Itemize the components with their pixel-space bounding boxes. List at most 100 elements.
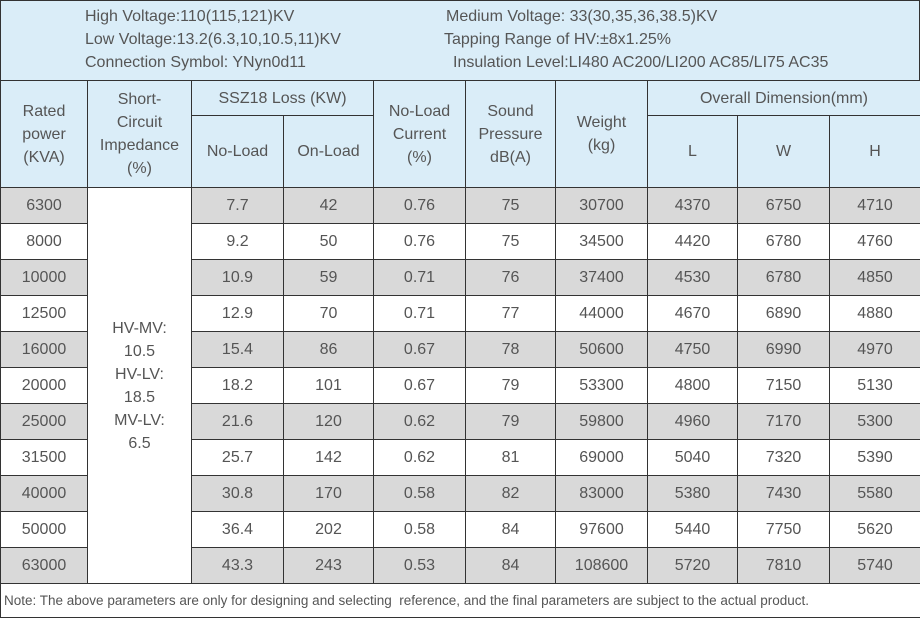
table-cell: 42	[283, 187, 374, 224]
table-row: 63000 43.3 243 0.53 84 108600 5720 7810 5740	[0, 547, 920, 584]
table-cell: 44000	[555, 295, 648, 332]
table-cell: 7430	[737, 475, 830, 512]
text-line: HV-MV:	[112, 319, 167, 337]
header-cell: SSZ18 Loss (KW)	[191, 80, 374, 116]
table-cell: 243	[283, 547, 374, 584]
text-line: 6.5	[128, 434, 151, 452]
text-line: 10.5	[123, 342, 156, 360]
table-cell: 5740	[829, 547, 920, 584]
table-cell: 21.6	[191, 403, 284, 440]
table-row: 6300 HV-MV: 10.5 HV-LV: 18.5 MV-LV: 6.5 7.7 42 0.…	[0, 187, 920, 584]
info-panel: High Voltage:110(115,121)KV Low Voltage:…	[0, 0, 920, 80]
text-line: (%)	[127, 160, 152, 177]
table-cell: 36.4	[191, 511, 284, 548]
table-cell: 202	[283, 511, 374, 548]
text-line: Circuit	[116, 114, 163, 131]
table-cell: 81	[465, 439, 556, 476]
table-cell: 75	[465, 187, 556, 224]
table-cell: 0.76	[373, 223, 466, 260]
table-cell: 4800	[647, 367, 738, 404]
table-cell: 108600	[555, 547, 648, 584]
note-row: Note: The above parameters are only for …	[0, 583, 920, 618]
table-cell: 69000	[555, 439, 648, 476]
text-line: 18.5	[123, 388, 156, 406]
table-cell: 9.2	[191, 223, 284, 260]
table-cell: 4880	[829, 295, 920, 332]
table-cell: 0.71	[373, 295, 466, 332]
table-cell: 30700	[555, 187, 648, 224]
table-cell: 4420	[647, 223, 738, 260]
table-cell: 6750	[737, 187, 830, 224]
table-cell: 78	[465, 331, 556, 368]
table-cell: 4760	[829, 223, 920, 260]
impedance-cell: HV-MV: 10.5 HV-LV: 18.5 MV-LV: 6.5	[87, 187, 192, 584]
table-cell: 4850	[829, 259, 920, 296]
table-cell: 6780	[737, 223, 830, 260]
table-cell: 70	[283, 295, 374, 332]
header-cell: Rated power (KVA)	[0, 80, 88, 188]
table-cell: 30.8	[191, 475, 284, 512]
text-line: power	[22, 125, 66, 143]
text-line: MV-LV:	[114, 411, 165, 429]
table-cell: 4750	[647, 331, 738, 368]
table-cell: 0.76	[373, 187, 466, 224]
header-cell: W	[737, 115, 830, 188]
table-cell: 170	[283, 475, 374, 512]
header-cell: Overall Dimension(mm)	[647, 80, 920, 116]
table-cell: 5580	[829, 475, 920, 512]
header-cell: Short- Circuit Impedance (%)	[87, 80, 192, 188]
table-cell: 63000	[0, 547, 88, 584]
table-cell: 6890	[737, 295, 830, 332]
table-cell: 7750	[737, 511, 830, 548]
header-cell: No-Load Current (%)	[373, 80, 466, 188]
table-cell: 142	[283, 439, 374, 476]
table-row: 31500 25.7 142 0.62 81 69000 5040 7320 5390	[0, 439, 920, 476]
table-cell: 0.71	[373, 259, 466, 296]
table-cell: 37400	[555, 259, 648, 296]
table-cell: 76	[465, 259, 556, 296]
table-cell: 79	[465, 403, 556, 440]
table-cell: 15.4	[191, 331, 284, 368]
table-cell: 79	[465, 367, 556, 404]
table-cell: 6300	[0, 187, 88, 224]
spec-table: Rated power (KVA) Short- Circuit Impedance (%…	[0, 80, 920, 618]
table-cell: 120	[283, 403, 374, 440]
table-cell: 59	[283, 259, 374, 296]
table-cell: 5130	[829, 367, 920, 404]
table-cell: 77	[465, 295, 556, 332]
table-cell: 59800	[555, 403, 648, 440]
info-text: Connection Symbol: YNyn0d11	[85, 54, 306, 71]
table-cell: 53300	[555, 367, 648, 404]
table-cell: 101	[283, 367, 374, 404]
table-cell: 50600	[555, 331, 648, 368]
table-cell: 25.7	[191, 439, 284, 476]
text-line: Pressure	[478, 125, 543, 143]
table-cell: 4530	[647, 259, 738, 296]
table-cell: 7810	[737, 547, 830, 584]
table-cell: 5440	[647, 511, 738, 548]
table-cell: 84	[465, 511, 556, 548]
table-cell: 0.67	[373, 331, 466, 368]
note: Note: The above parameters are only for …	[0, 583, 920, 618]
header-cell: Weight (kg)	[555, 80, 648, 188]
table-cell: 31500	[0, 439, 88, 476]
table-cell: 5720	[647, 547, 738, 584]
header-cell: On-Load	[283, 115, 374, 188]
text-line: Sound	[487, 102, 534, 120]
table-cell: 4670	[647, 295, 738, 332]
header-cell: No-Load	[191, 115, 284, 188]
table-cell: 5040	[647, 439, 738, 476]
table-cell: 83000	[555, 475, 648, 512]
table-cell: 20000	[0, 367, 88, 404]
table-cell: 84	[465, 547, 556, 584]
text-line: Weight	[576, 114, 627, 131]
table-cell: 6990	[737, 331, 830, 368]
table-cell: 7150	[737, 367, 830, 404]
table-cell: 4710	[829, 187, 920, 224]
table-row: 20000 18.2 101 0.67 79 53300 4800 7150 5130	[0, 367, 920, 404]
table-cell: 7170	[737, 403, 830, 440]
text-line: dB(A)	[490, 148, 531, 166]
table-body: 6300 HV-MV: 10.5 HV-LV: 18.5 MV-LV: 6.5 7.7 42 0.…	[0, 187, 920, 618]
info-text: High Voltage:110(115,121)KV	[85, 8, 295, 25]
